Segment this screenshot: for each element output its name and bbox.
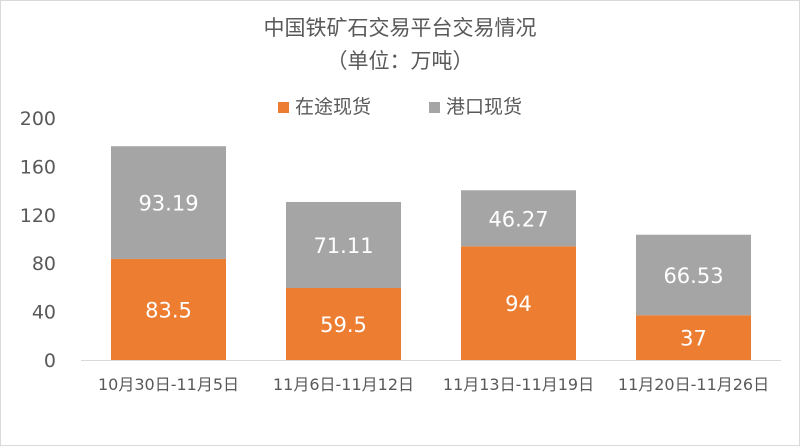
y-tick-label: 40 <box>32 302 56 324</box>
data-label: 37 <box>680 327 707 351</box>
legend-swatch-in-transit <box>277 101 289 113</box>
x-tick-label: 10月30日-11月5日 <box>98 375 239 394</box>
legend-label-in-transit: 在途现货 <box>294 96 371 118</box>
legend: 在途现货 港口现货 <box>1 94 799 120</box>
data-label: 46.27 <box>488 207 548 231</box>
y-tick-label: 200 <box>20 108 56 130</box>
legend-label-port-stock: 港口现货 <box>446 96 523 118</box>
y-tick-label: 120 <box>20 205 56 227</box>
legend-item-port-stock: 港口现货 <box>429 94 522 120</box>
x-tick-label: 11月13日-11月19日 <box>443 375 594 394</box>
bar-in-transit <box>636 315 751 360</box>
bar-port-stock <box>636 234 751 316</box>
bar-port-stock <box>286 201 401 289</box>
data-label: 83.5 <box>145 298 192 322</box>
legend-item-in-transit: 在途现货 <box>277 94 371 120</box>
x-tick-label: 11月20日-11月26日 <box>618 375 769 394</box>
x-tick-label: 11月6日-11月12日 <box>273 375 414 394</box>
chart-subtitle: （单位：万吨） <box>326 49 474 73</box>
y-tick-label: 160 <box>20 156 56 178</box>
data-label: 93.19 <box>138 192 198 216</box>
y-tick-label: 0 <box>44 350 56 372</box>
chart-title: 中国铁矿石交易平台交易情况 <box>263 16 537 40</box>
data-label: 66.53 <box>663 264 723 288</box>
bar-port-stock <box>461 190 576 247</box>
legend-swatch-port-stock <box>429 101 440 113</box>
data-label: 59.5 <box>320 313 367 337</box>
bar-in-transit <box>111 258 226 360</box>
data-label: 71.11 <box>313 234 373 258</box>
bar-in-transit <box>461 246 576 360</box>
bar-port-stock <box>111 146 226 259</box>
y-tick-label: 80 <box>32 253 56 275</box>
bar-in-transit <box>286 288 401 360</box>
data-label: 94 <box>505 292 532 316</box>
